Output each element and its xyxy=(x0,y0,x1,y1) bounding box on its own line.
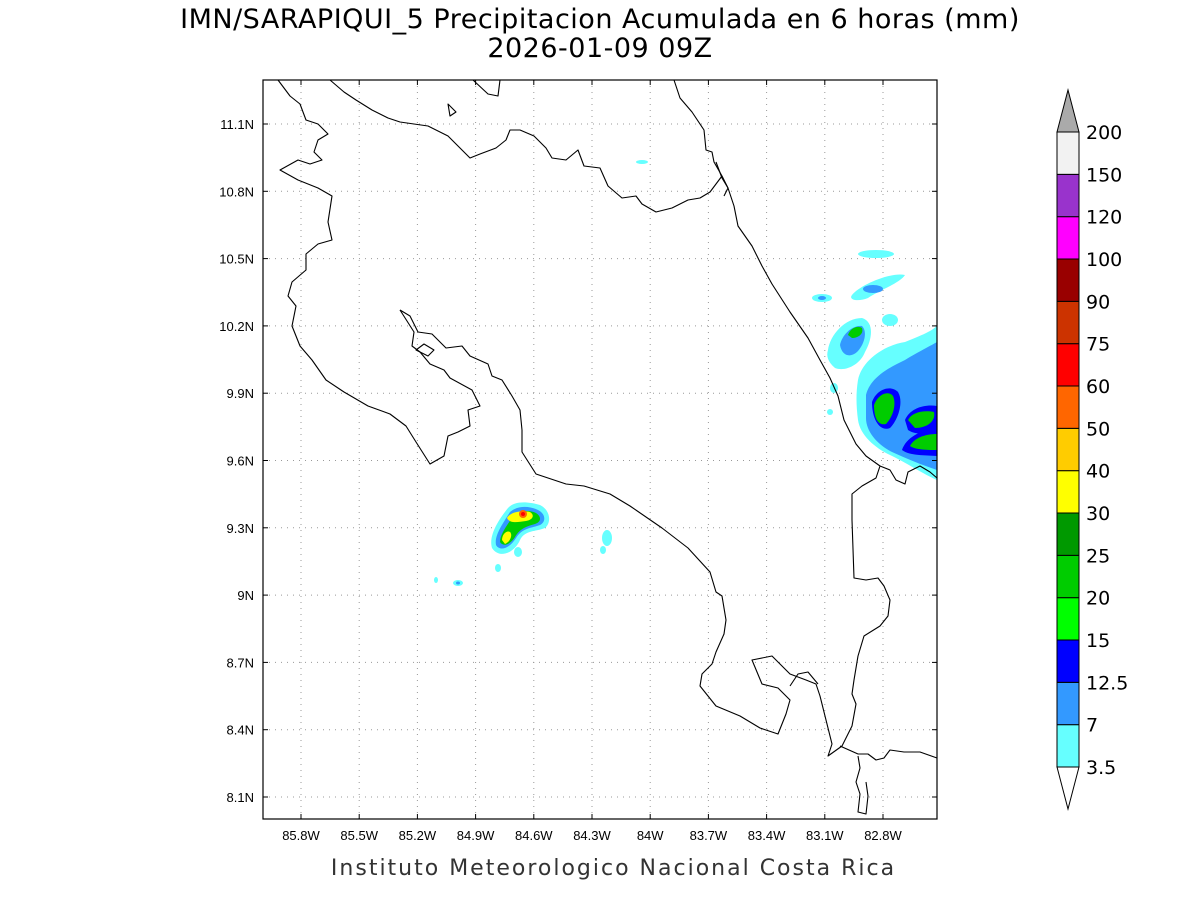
lon-tick-label: 84W xyxy=(637,828,664,843)
lat-tick-label: 10.2N xyxy=(219,319,254,334)
colorbar-box xyxy=(1056,512,1080,556)
colorbar-box xyxy=(1056,470,1080,514)
map-subtitle: 2026-01-09 09Z xyxy=(487,33,713,64)
colorbar-box xyxy=(1056,597,1080,641)
colorbar-box xyxy=(1056,554,1080,599)
colorbar-box xyxy=(1056,681,1080,726)
lat-tick-label: 11.1N xyxy=(220,117,254,132)
lat-tick-label: 8.7N xyxy=(227,655,254,670)
lat-tick-label: 9.3N xyxy=(227,521,254,536)
colorbar-label: 60 xyxy=(1086,376,1110,398)
colorbar-label: 40 xyxy=(1086,461,1110,483)
colorbar-box xyxy=(1056,343,1080,387)
lon-tick-label: 84.9W xyxy=(457,828,495,843)
lon-tick-label: 83.7W xyxy=(690,828,728,843)
lat-tick-label: 9.6N xyxy=(227,454,254,469)
lon-tick-label: 84.6W xyxy=(515,828,553,843)
latitude-ticks: 11.1N 10.8N 10.5N 10.2N 9.9N 9.6N 9.3N 9N 8.7N 8.… xyxy=(219,117,937,805)
colorbar-label: 50 xyxy=(1086,418,1110,440)
lat-tick-label: 10.8N xyxy=(219,184,254,199)
footer-credit: Instituto Meteorologico Nacional Costa R… xyxy=(330,856,897,881)
lat-tick-label: 10.5N xyxy=(219,252,254,267)
colorbar: 3.5 7 12.5 15 20 25 30 40 50 60 75 90 100 120 150 200 xyxy=(1056,88,1128,811)
colorbar-box xyxy=(1056,385,1080,429)
colorbar-box xyxy=(1056,258,1080,302)
map-frame xyxy=(262,79,938,820)
lat-tick-label: 9.9N xyxy=(227,386,254,401)
colorbar-label: 20 xyxy=(1086,588,1110,610)
colorbar-label: 120 xyxy=(1086,207,1122,229)
colorbar-label: 75 xyxy=(1086,334,1110,356)
lon-tick-label: 83.1W xyxy=(806,828,844,843)
colorbar-label: 15 xyxy=(1086,630,1110,652)
colorbar-box xyxy=(1056,173,1080,218)
precip-field-caribbean xyxy=(636,160,937,480)
colorbar-label: 30 xyxy=(1086,503,1110,525)
colorbar-label: 150 xyxy=(1086,164,1122,186)
colorbar-label: 12.5 xyxy=(1086,672,1128,694)
lon-tick-label: 85.2W xyxy=(399,828,437,843)
map-grid xyxy=(263,80,937,819)
colorbar-box xyxy=(1056,639,1080,683)
lon-tick-label: 85.5W xyxy=(340,828,378,843)
map-title: IMN/SARAPIQUI_5 Precipitacion Acumulada … xyxy=(180,4,1020,35)
longitude-ticks: 85.8W 85.5W 85.2W 84.9W 84.6W 84.3W 84W 83.7W 83… xyxy=(282,80,903,843)
colorbar-label: 7 xyxy=(1086,715,1098,737)
colorbar-over-arrow xyxy=(1056,88,1080,133)
colorbar-label: 25 xyxy=(1086,545,1110,567)
lon-tick-label: 82.8W xyxy=(864,828,902,843)
lat-tick-label: 9N xyxy=(237,588,254,603)
colorbar-box xyxy=(1056,216,1080,260)
colorbar-label: 100 xyxy=(1086,249,1122,271)
precip-field-central xyxy=(434,502,612,586)
colorbar-box xyxy=(1056,427,1080,472)
lat-tick-label: 8.1N xyxy=(227,790,254,805)
colorbar-under-arrow xyxy=(1056,766,1080,811)
colorbar-label: 3.5 xyxy=(1086,757,1116,779)
lat-tick-label: 8.4N xyxy=(227,723,254,738)
colorbar-box xyxy=(1056,724,1080,768)
lon-tick-label: 85.8W xyxy=(282,828,320,843)
colorbar-label: 200 xyxy=(1086,122,1122,144)
colorbar-box xyxy=(1056,131,1080,175)
colorbar-label: 90 xyxy=(1086,291,1110,313)
lon-tick-label: 84.3W xyxy=(573,828,611,843)
colorbar-box xyxy=(1056,300,1080,345)
coastline xyxy=(277,79,938,815)
lon-tick-label: 83.4W xyxy=(748,828,786,843)
